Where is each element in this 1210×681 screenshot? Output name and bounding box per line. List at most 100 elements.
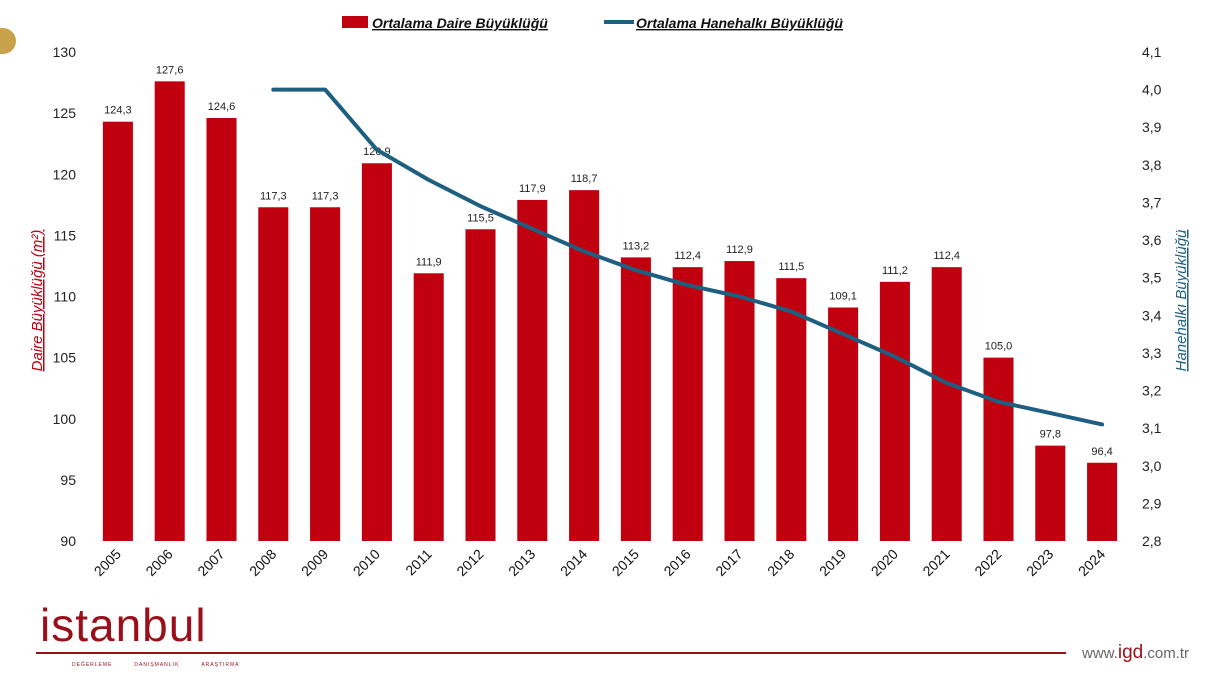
logo-subtext-2: DANIŞMANLIK bbox=[134, 662, 180, 668]
logo-subtext-1: DEĞERLEME bbox=[72, 662, 113, 668]
legend-label-bars: Ortalama Daire Büyüklüğü bbox=[372, 15, 548, 31]
logo-subtext-3: ARAŞTIRMA bbox=[201, 662, 240, 668]
bar-data-label: 112,4 bbox=[674, 250, 701, 262]
x-tick-label: 2006 bbox=[142, 546, 175, 579]
bar bbox=[1087, 462, 1118, 541]
right-tick-label: 3,0 bbox=[1142, 458, 1162, 474]
bar bbox=[620, 257, 651, 541]
url-prefix: www. bbox=[1082, 645, 1118, 662]
bar bbox=[102, 121, 133, 542]
bar bbox=[361, 163, 392, 541]
right-tick-label: 2,8 bbox=[1142, 533, 1162, 549]
bar-data-label: 117,3 bbox=[312, 190, 339, 202]
x-tick-label: 2009 bbox=[298, 546, 331, 579]
bar bbox=[724, 261, 755, 541]
left-axis: 90 95 100 105 110 115 120 125 130 Daire Büyüklüğü… bbox=[29, 44, 76, 549]
left-tick-label: 115 bbox=[54, 227, 77, 243]
x-tick-label: 2010 bbox=[350, 546, 383, 579]
bar-data-label: 115,5 bbox=[467, 212, 494, 224]
left-tick-label: 125 bbox=[53, 105, 77, 121]
x-tick-label: 2008 bbox=[246, 546, 279, 579]
x-tick-label: 2011 bbox=[402, 546, 435, 579]
bar-data-label: 124,6 bbox=[208, 101, 236, 113]
x-tick-label: 2020 bbox=[868, 546, 901, 579]
bar bbox=[517, 199, 548, 542]
household-size-line bbox=[271, 87, 1105, 427]
bar-data-label: 118,7 bbox=[571, 173, 598, 185]
line-series bbox=[271, 87, 1105, 427]
x-tick-label: 2007 bbox=[194, 546, 227, 579]
right-tick-label: 3,1 bbox=[1142, 420, 1162, 436]
right-tick-label: 3,5 bbox=[1142, 270, 1162, 286]
right-tick-label: 3,3 bbox=[1142, 345, 1162, 361]
x-tick-label: 2019 bbox=[816, 546, 849, 579]
x-tick-label: 2016 bbox=[660, 546, 693, 579]
left-tick-label: 110 bbox=[54, 289, 77, 305]
bar bbox=[828, 307, 859, 541]
x-axis: 2005 2006 2007 2008 2009 2010 2011 2012 2013 2014… bbox=[91, 546, 1109, 579]
bar-data-label: 105,0 bbox=[985, 341, 1013, 353]
bar bbox=[931, 267, 962, 541]
bar bbox=[879, 281, 910, 541]
x-tick-label: 2021 bbox=[919, 546, 952, 579]
logo-subtext: DEĞERLEME DANIŞMANLIK ARAŞTIRMA bbox=[72, 662, 239, 668]
right-tick-label: 3,8 bbox=[1142, 157, 1162, 173]
right-tick-label: 3,7 bbox=[1142, 194, 1162, 210]
url-main: igd bbox=[1117, 642, 1144, 663]
right-tick-label: 3,6 bbox=[1142, 232, 1162, 248]
bar bbox=[1035, 445, 1066, 541]
bar-data-label: 97,8 bbox=[1040, 429, 1061, 441]
bar-data-label: 111,5 bbox=[778, 261, 804, 273]
x-tick-label: 2022 bbox=[971, 546, 1004, 579]
x-tick-label: 2017 bbox=[712, 546, 745, 579]
right-tick-label: 4,1 bbox=[1142, 44, 1162, 60]
right-axis: 2,8 2,9 3,0 3,1 3,2 3,3 3,4 3,5 3,6 3,7 3,8 3,9 4,0 4… bbox=[1142, 44, 1190, 549]
bar-data-label: 111,2 bbox=[882, 265, 908, 277]
legend-label-line: Ortalama Hanehalkı Büyüklüğü bbox=[636, 15, 843, 31]
left-tick-label: 120 bbox=[53, 166, 77, 182]
bar bbox=[413, 273, 444, 541]
x-tick-label: 2018 bbox=[764, 546, 797, 579]
left-tick-label: 90 bbox=[60, 533, 76, 549]
right-tick-label: 3,9 bbox=[1142, 119, 1162, 135]
right-tick-label: 2,9 bbox=[1142, 495, 1162, 511]
bar bbox=[258, 207, 289, 541]
right-tick-label: 3,4 bbox=[1142, 307, 1162, 323]
bar bbox=[206, 118, 237, 541]
bar-data-label: 112,9 bbox=[726, 244, 753, 256]
right-tick-label: 3,2 bbox=[1142, 383, 1162, 399]
corner-decoration bbox=[0, 28, 16, 54]
right-axis-title: Hanehalkı Büyüklüğü bbox=[1173, 229, 1190, 371]
bar-data-label: 124,3 bbox=[104, 105, 132, 117]
website-link[interactable]: www.igd.com.tr bbox=[1082, 642, 1189, 664]
right-tick-label: 4,0 bbox=[1142, 82, 1162, 98]
bar-data-label: 127,6 bbox=[156, 64, 184, 76]
x-tick-label: 2024 bbox=[1075, 546, 1108, 579]
bar-data-label: 109,1 bbox=[829, 291, 857, 303]
bar-data-label: 96,4 bbox=[1091, 446, 1112, 458]
bar bbox=[465, 229, 496, 541]
legend-swatch-bars bbox=[342, 16, 368, 28]
bar bbox=[672, 267, 703, 541]
url-suffix: .com.tr bbox=[1143, 645, 1190, 662]
x-tick-label: 2014 bbox=[557, 546, 590, 579]
bar bbox=[569, 190, 600, 541]
left-tick-label: 105 bbox=[53, 350, 77, 366]
x-tick-label: 2023 bbox=[1023, 546, 1056, 579]
istanbul-logo: istanbul bbox=[40, 599, 207, 651]
x-tick-label: 2013 bbox=[505, 546, 538, 579]
bar-data-label: 113,2 bbox=[623, 240, 650, 252]
left-tick-label: 95 bbox=[60, 472, 76, 488]
bar-data-label: 117,3 bbox=[260, 190, 287, 202]
bar bbox=[983, 357, 1014, 541]
bar-data-label: 117,9 bbox=[519, 183, 546, 195]
bar-data-label: 111,9 bbox=[416, 256, 442, 268]
legend: Ortalama Daire Büyüklüğü Ortalama Hanehal… bbox=[342, 15, 843, 31]
x-tick-label: 2015 bbox=[609, 546, 642, 579]
left-tick-label: 130 bbox=[53, 44, 77, 60]
left-tick-label: 100 bbox=[53, 411, 77, 427]
bar bbox=[776, 278, 807, 541]
footer-divider bbox=[36, 652, 1066, 654]
